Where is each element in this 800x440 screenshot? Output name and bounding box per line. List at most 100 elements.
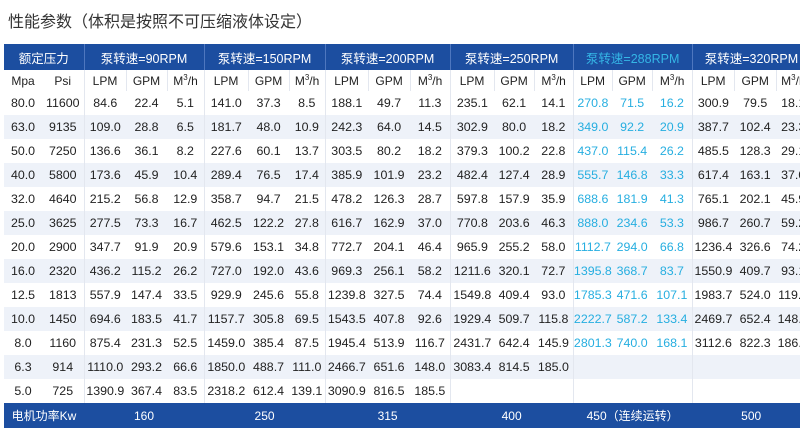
flow-cell: 94.7 — [256, 192, 281, 206]
unit-label: LPM — [691, 70, 735, 91]
psi-cell: 1160 — [49, 336, 77, 350]
flow-cell: 231.3 — [131, 336, 163, 350]
flow-cell: 822.3 — [739, 336, 771, 350]
psi-cell: 11600 — [45, 96, 80, 110]
unit-label: GPM — [125, 70, 168, 91]
flow-cell: 136.6 — [83, 139, 127, 163]
flow-cell: 379.3 — [449, 139, 495, 163]
mpa-cell: 16.0 — [4, 259, 42, 283]
unit-label: GPM — [493, 70, 535, 91]
flow-cell: 203.6 — [494, 211, 535, 235]
flow-cell: 256.1 — [368, 259, 411, 283]
flow-cell: 294.0 — [616, 240, 648, 254]
flow-cell: 2801.3 — [572, 331, 613, 355]
flow-cell: 43.6 — [289, 259, 326, 283]
unit-label: M3/h — [533, 70, 574, 91]
flow-cell: 2466.7 — [324, 355, 369, 379]
table-row: 25.0 3625 277.5 73.3 16.7 462.5 122.2 27.8 616.7… — [4, 211, 800, 235]
flow-cell: 740.0 — [616, 336, 648, 350]
flow-cell: 612.4 — [253, 384, 285, 398]
flow-cell: 181.7 — [203, 115, 249, 139]
flow-cell: 141.0 — [203, 91, 249, 115]
table-row: 20.0 2900 347.7 91.9 20.9 579.6 153.1 34.8 772.7… — [4, 235, 800, 259]
flow-cell: 488.7 — [248, 355, 290, 379]
flow-cell: 204.1 — [373, 240, 405, 254]
psi-cell: 4640 — [48, 192, 77, 206]
flow-cell: 62.1 — [502, 96, 527, 110]
table-row: 80.0 11600 84.6 22.4 5.1 141.0 37.3 8.5 188.1 49.… — [4, 91, 800, 115]
flow-cell: 52.5 — [173, 336, 198, 350]
motor-power-row: 电机功率Kw 160 250 315 400 450（连续运转） 500 — [4, 403, 800, 428]
flow-cell: 3112.6 — [691, 331, 735, 355]
flow-cell: 293.2 — [126, 355, 168, 379]
flow-cell: 91.9 — [134, 240, 159, 254]
flow-cell: 14.5 — [410, 115, 451, 139]
speed-group-header: 泵转速=90RPM — [83, 44, 205, 70]
mpa-cell: 50.0 — [10, 144, 36, 158]
psi-cell: 3625 — [42, 211, 85, 235]
unit-label: M3/h — [166, 70, 205, 91]
flow-cell: 616.7 — [324, 211, 369, 235]
motor-power-value: 160 — [84, 403, 205, 428]
flow-cell: 5.1 — [176, 96, 194, 110]
flow-cell: 128.3 — [739, 144, 771, 158]
flow-cell: 74.2 — [781, 240, 800, 254]
flow-cell: 157.9 — [498, 192, 530, 206]
flow-cell: 202.1 — [739, 192, 771, 206]
flow-cell: 83.5 — [173, 384, 198, 398]
flow-cell: 765.1 — [691, 187, 735, 211]
flow-cell: 302.9 — [449, 115, 495, 139]
flow-cell: 139.1 — [291, 384, 323, 398]
flow-cell: 969.3 — [324, 259, 369, 283]
flow-cell: 320.1 — [494, 259, 535, 283]
flow-cell: 13.7 — [294, 144, 319, 158]
flow-cell: 303.5 — [324, 139, 369, 163]
flow-cell: 100.2 — [498, 144, 530, 158]
flow-cell: 1239.8 — [324, 283, 369, 307]
flow-cell: 387.7 — [691, 115, 735, 139]
flow-cell: 652.4 — [734, 307, 777, 331]
flow-cell: 513.9 — [373, 336, 405, 350]
flow-cell: 29.1 — [781, 144, 800, 158]
flow-cell: 688.6 — [572, 187, 613, 211]
flow-cell: 1983.7 — [691, 283, 735, 307]
mpa-cell: 32.0 — [10, 192, 36, 206]
flow-cell: 385.9 — [324, 163, 369, 187]
flow-cell: 986.7 — [691, 211, 735, 235]
flow-cell: 245.6 — [253, 288, 285, 302]
unit-label: M3/h — [288, 70, 326, 91]
flow-cell: 1236.4 — [691, 235, 735, 259]
flow-cell: 215.2 — [83, 187, 127, 211]
units-row: Mpa Psi LPM GPM M3/h LPM GPM M3/h LPM GPM M3/h LPM G… — [4, 70, 800, 91]
performance-table: 额定压力 泵转速=90RPM 泵转速=150RPM 泵转速=200RPM 泵转速… — [4, 44, 800, 428]
motor-power-value: 400 — [450, 403, 574, 428]
speed-group-header: 泵转速=250RPM — [449, 44, 574, 70]
flow-cell: 59.2 — [776, 211, 800, 235]
flow-cell: 71.5 — [620, 96, 645, 110]
flow-cell: 255.2 — [498, 240, 530, 254]
table-body: 80.0 11600 84.6 22.4 5.1 141.0 37.3 8.5 188.1 49.… — [4, 91, 800, 403]
flow-cell: 407.8 — [368, 307, 411, 331]
flow-cell: 18.2 — [534, 115, 574, 139]
flow-cell: 168.1 — [656, 336, 688, 350]
motor-power-label: 电机功率Kw — [4, 403, 85, 428]
psi-cell: 2320 — [42, 259, 85, 283]
flow-cell: 37.0 — [410, 211, 451, 235]
flow-cell: 8.2 — [176, 144, 194, 158]
unit-label: LPM — [572, 70, 613, 91]
flow-cell: 58.0 — [541, 240, 566, 254]
flow-cell: 37.3 — [256, 96, 281, 110]
flow-cell: 694.6 — [83, 307, 127, 331]
speed-group-header-highlight: 泵转速=288RPM — [572, 44, 693, 70]
flow-cell — [734, 379, 776, 403]
flow-cell: 471.6 — [616, 288, 648, 302]
flow-cell: 385.4 — [253, 336, 285, 350]
flow-cell: 875.4 — [83, 331, 127, 355]
flow-cell: 17.4 — [289, 163, 326, 187]
mpa-cell: 10.0 — [4, 307, 42, 331]
flow-cell — [734, 355, 777, 379]
flow-cell: 14.1 — [541, 96, 566, 110]
flow-cell: 119.0 — [778, 288, 800, 302]
flow-cell: 145.9 — [537, 336, 569, 350]
flow-cell: 888.0 — [572, 211, 613, 235]
